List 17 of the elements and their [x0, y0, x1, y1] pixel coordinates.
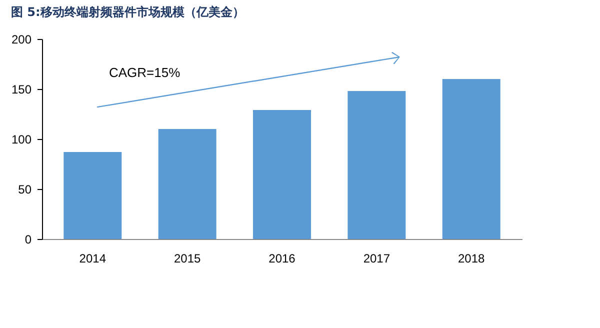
x-tick-label: 2016 — [268, 252, 296, 266]
bar — [158, 129, 216, 239]
y-tick-label: 150 — [11, 82, 32, 96]
x-tick-label: 2018 — [458, 252, 486, 266]
y-tick-label: 100 — [11, 132, 32, 146]
x-tick-label: 2014 — [79, 252, 106, 266]
y-tick-label: 200 — [11, 32, 32, 46]
x-tick-label: 2017 — [363, 252, 390, 266]
bar — [64, 152, 122, 239]
bar — [442, 79, 500, 239]
y-tick-label: 0 — [24, 232, 32, 246]
annotation: CAGR=15% — [109, 65, 181, 80]
bar — [348, 91, 406, 239]
chart-title: 图 5:移动终端射频器件市场规模（亿美金） — [10, 5, 244, 19]
x-tick-label: 2015 — [174, 252, 201, 266]
y-tick-label: 50 — [18, 182, 32, 196]
bar — [253, 110, 311, 239]
